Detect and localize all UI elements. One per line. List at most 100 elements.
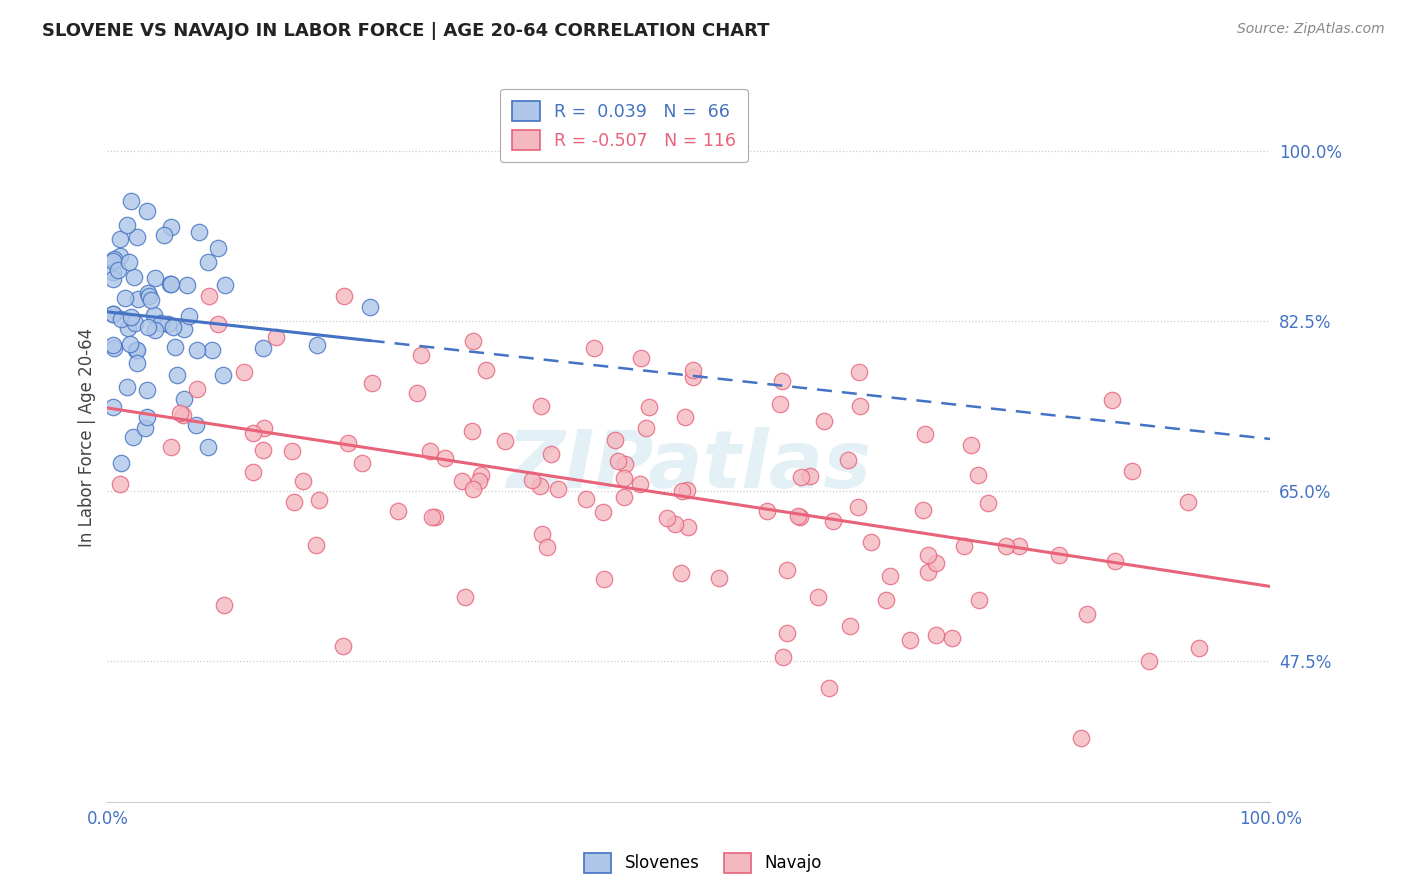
Point: [103, 254, 125, 268]
Point: [1008, 539, 1031, 553]
Point: [682, 363, 704, 377]
Point: [197, 440, 219, 454]
Point: [1137, 653, 1160, 667]
Point: [531, 526, 554, 541]
Point: [122, 269, 145, 284]
Point: [138, 320, 160, 334]
Point: [461, 425, 484, 439]
Point: [201, 343, 224, 358]
Point: [1121, 464, 1143, 478]
Point: [186, 382, 208, 396]
Point: [669, 566, 692, 581]
Point: [120, 337, 142, 351]
Point: [673, 410, 696, 425]
Point: [776, 563, 799, 577]
Point: [160, 277, 183, 292]
Point: [332, 639, 354, 653]
Point: [125, 229, 148, 244]
Point: [361, 376, 384, 390]
Point: [207, 317, 229, 331]
Point: [470, 468, 492, 483]
Point: [434, 451, 457, 466]
Point: [529, 479, 551, 493]
Point: [849, 400, 872, 414]
Point: [463, 482, 485, 496]
Point: [530, 399, 553, 413]
Point: [110, 311, 132, 326]
Point: [925, 628, 948, 642]
Point: [387, 504, 409, 518]
Point: [143, 271, 166, 285]
Point: [1070, 731, 1092, 746]
Point: [547, 483, 569, 497]
Point: [837, 453, 859, 467]
Point: [630, 351, 652, 365]
Point: [305, 337, 328, 351]
Point: [613, 490, 636, 504]
Point: [197, 255, 219, 269]
Point: [169, 406, 191, 420]
Point: [914, 426, 936, 441]
Point: [603, 434, 626, 448]
Point: [159, 220, 181, 235]
Point: [110, 456, 132, 470]
Point: [135, 203, 157, 218]
Point: [198, 289, 221, 303]
Point: [138, 288, 160, 302]
Point: [176, 277, 198, 292]
Point: [212, 598, 235, 612]
Point: [252, 442, 274, 457]
Point: [352, 456, 374, 470]
Point: [1101, 392, 1123, 407]
Point: [305, 538, 328, 552]
Point: [671, 484, 693, 499]
Point: [127, 292, 149, 306]
Point: [157, 317, 180, 331]
Point: [108, 232, 131, 246]
Point: [107, 263, 129, 277]
Point: [103, 265, 125, 279]
Point: [127, 343, 149, 357]
Point: [253, 421, 276, 435]
Point: [108, 477, 131, 491]
Point: [917, 548, 939, 562]
Point: [952, 539, 974, 553]
Legend: R =  0.039   N =  66, R = -0.507   N = 116: R = 0.039 N = 66, R = -0.507 N = 116: [501, 89, 748, 162]
Point: [162, 319, 184, 334]
Point: [172, 409, 194, 423]
Point: [160, 440, 183, 454]
Point: [359, 300, 381, 314]
Point: [159, 277, 181, 291]
Point: [425, 510, 447, 524]
Point: [136, 409, 159, 424]
Point: [994, 539, 1017, 553]
Point: [143, 323, 166, 337]
Point: [173, 322, 195, 336]
Point: [461, 334, 484, 349]
Point: [127, 356, 149, 370]
Point: [613, 470, 636, 484]
Point: [187, 226, 209, 240]
Point: [150, 316, 173, 330]
Point: [756, 504, 779, 518]
Point: [143, 308, 166, 322]
Point: [676, 483, 699, 497]
Point: [925, 556, 948, 570]
Point: [125, 343, 148, 358]
Point: [475, 363, 498, 377]
Point: [124, 316, 146, 330]
Point: [292, 474, 315, 488]
Point: [281, 443, 304, 458]
Point: [117, 380, 139, 394]
Point: [186, 343, 208, 357]
Point: [283, 494, 305, 508]
Point: [139, 293, 162, 307]
Legend: Slovenes, Navajo: Slovenes, Navajo: [578, 847, 828, 880]
Point: [134, 421, 156, 435]
Point: [860, 535, 883, 549]
Point: [540, 447, 562, 461]
Point: [522, 473, 544, 487]
Point: [117, 321, 139, 335]
Point: [787, 509, 810, 524]
Point: [242, 465, 264, 479]
